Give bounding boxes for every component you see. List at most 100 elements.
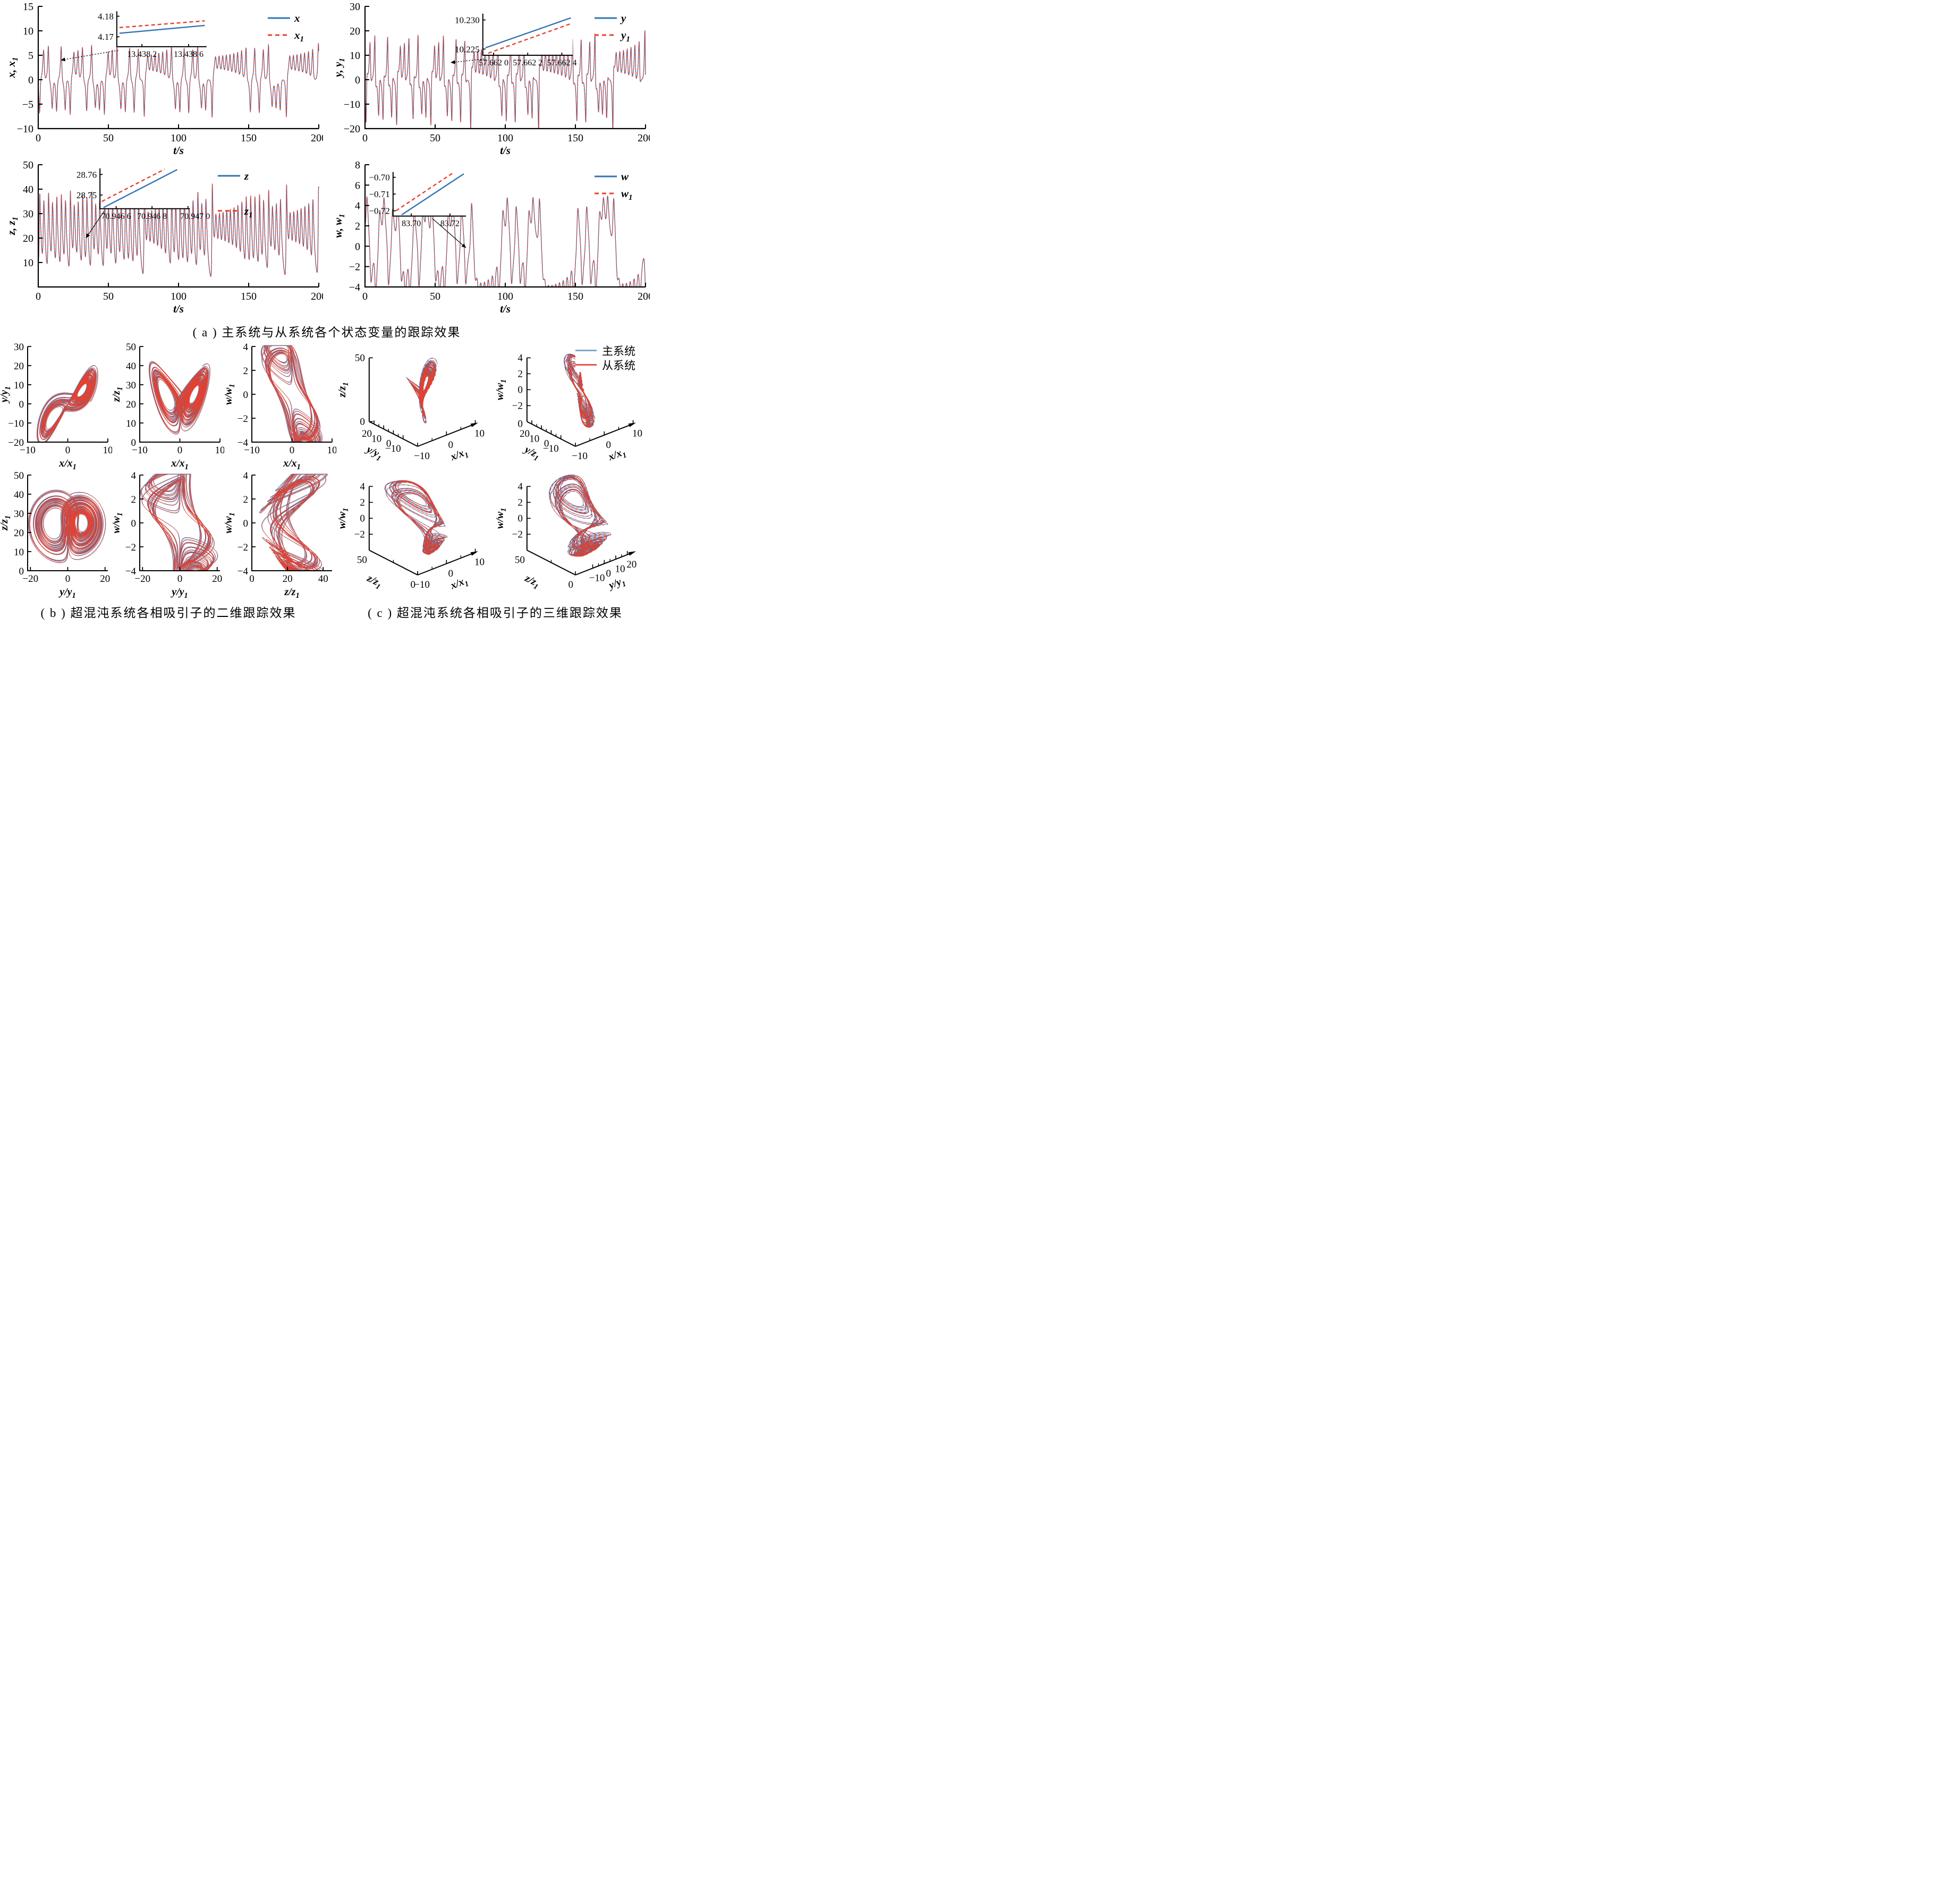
y-tick-label: 0 xyxy=(243,518,249,529)
y-axis-label: y/y1 xyxy=(363,443,385,463)
inset-x-label: 57.662 4 xyxy=(547,58,576,67)
x-tick-label: 0 xyxy=(36,132,41,144)
zoom-arrow-line xyxy=(85,211,105,239)
z-tick-label-3d: 4 xyxy=(517,481,523,492)
x-tick-label-3d: 0 xyxy=(448,439,454,451)
x-tick-label: 200 xyxy=(638,291,650,302)
caption-b: ( b ) 超混沌系统各相吸引子的二维跟踪效果 xyxy=(40,606,296,620)
y-tick-label: 30 xyxy=(350,3,360,13)
x-tick-label: 100 xyxy=(171,132,186,144)
x-tick-label: 10 xyxy=(215,445,225,456)
x-tick-label: 0 xyxy=(362,132,368,144)
y-tick-label-3d: 50 xyxy=(357,554,367,565)
x-axis-label: x/x1 xyxy=(171,458,189,471)
inset-background xyxy=(393,172,466,216)
x-tick-label: 10 xyxy=(327,445,337,456)
inset-y-label: 4.17 xyxy=(98,32,114,42)
y-tick-label: 20 xyxy=(126,399,136,410)
zoom-arrow-line xyxy=(431,218,466,248)
x-axis-3d xyxy=(417,552,476,575)
x-axis-label: x/x1 xyxy=(283,458,301,471)
caption-a: ( a ) 主系统与从系统各个状态变量的跟踪效果 xyxy=(192,326,461,339)
y-tick-label: 30 xyxy=(126,380,136,391)
x-axis-label: y/y1 xyxy=(58,586,76,599)
legend-label: x xyxy=(294,12,300,24)
inset-curve-slave xyxy=(101,168,165,202)
inset-y-label: 28.76 xyxy=(76,170,96,180)
curve-slave xyxy=(261,345,323,443)
x-tick-label: 0 xyxy=(65,573,71,585)
x-tick-label: 50 xyxy=(430,132,440,144)
section-c-grid: −10 0 10 20 10 0 −10 50 0 z/z1 y/y1 x/x1 −10 0 10 20 10… xyxy=(337,342,654,599)
z-axis-label: w/w1 xyxy=(495,379,508,400)
x-axis-label: t/s xyxy=(173,302,184,315)
curve-slave xyxy=(385,480,448,555)
y-tick-label: 4 xyxy=(355,200,360,212)
legend-label-slave: 从系统 xyxy=(602,359,635,372)
y-tick-label: 2 xyxy=(243,494,249,505)
legend-label: z xyxy=(243,170,249,182)
y-tick-label: 6 xyxy=(355,180,360,191)
y-tick-label-3d: 50 xyxy=(515,554,525,565)
x-tick-label: −20 xyxy=(134,573,150,585)
x-tick-label: −10 xyxy=(244,445,260,456)
y-tick-label: 0 xyxy=(19,566,24,577)
y-axis-label: x, x1 xyxy=(5,57,20,78)
inset-axis xyxy=(116,11,207,47)
x-tick-label-3d: 10 xyxy=(474,428,485,439)
x-tick-label: 100 xyxy=(497,132,513,144)
z-axis-label: z/z1 xyxy=(337,382,350,397)
y-tick-label: −10 xyxy=(8,418,24,429)
legend-label: z1 xyxy=(243,205,252,219)
z-tick-label-3d: 2 xyxy=(360,497,365,508)
legend-item-master: 主系统 xyxy=(575,343,635,358)
y-tick-label: −4 xyxy=(237,437,249,448)
x-axis-label: t/s xyxy=(173,144,184,157)
y-tick-label: 0 xyxy=(28,74,33,86)
x-tick-label: 0 xyxy=(362,291,368,302)
z-tick-label-3d: 4 xyxy=(517,352,523,363)
curve-slave xyxy=(37,365,98,443)
x-tick-label: −10 xyxy=(132,445,148,456)
x-axis-3d xyxy=(575,552,633,575)
z-tick-label-3d: 0 xyxy=(360,513,365,524)
z-tick-label-3d: 50 xyxy=(355,352,365,363)
y-axis-label: z/z1 xyxy=(364,572,384,591)
inset-x-label: 70.946 6 xyxy=(101,212,131,221)
section-b: 30 20 10 0 −10 −20 −10 0 10 y/y1 x/x1 50 40 30 20 10 0−… xyxy=(0,342,337,623)
sections-b-c: 30 20 10 0 −10 −20 −10 0 10 y/y1 x/x1 50 40 30 20 10 0−… xyxy=(0,342,654,623)
x-tick-label: 0 xyxy=(249,573,254,585)
y-axis-3d xyxy=(369,549,418,575)
y-tick-label: −4 xyxy=(349,282,360,293)
curve-slave xyxy=(364,30,646,129)
legend-line-slave xyxy=(575,364,597,366)
inset-x-label: 13.438 2 xyxy=(127,50,157,59)
z-tick-label-3d: 4 xyxy=(360,481,365,492)
inset-y-label: −0.71 xyxy=(369,189,389,199)
x-tick-label: 40 xyxy=(318,573,328,585)
x-tick-label: 0 xyxy=(177,573,183,585)
y-tick-label: −5 xyxy=(22,99,33,111)
inset-axis xyxy=(392,172,466,217)
curve-master xyxy=(28,489,106,563)
inset-y-label: 10.225 xyxy=(455,44,480,54)
zoom-arrow-head xyxy=(461,243,466,248)
phase2d-w-vs-z: 420−2−40 20 40w/w1z/z1 xyxy=(224,471,332,599)
inset-axis xyxy=(99,168,190,209)
zoom-arrow-head xyxy=(86,233,90,238)
curve-master xyxy=(148,361,210,434)
inset-curve-slave xyxy=(487,23,571,54)
y-tick-label: 50 xyxy=(23,162,33,171)
y-tick-label-3d: 0 xyxy=(411,579,416,590)
curve-slave xyxy=(564,354,596,428)
x-tick-label-3d: 0 xyxy=(606,568,612,579)
y-tick-label-3d: 0 xyxy=(544,438,549,450)
z-tick-label-3d: 0 xyxy=(517,384,523,395)
